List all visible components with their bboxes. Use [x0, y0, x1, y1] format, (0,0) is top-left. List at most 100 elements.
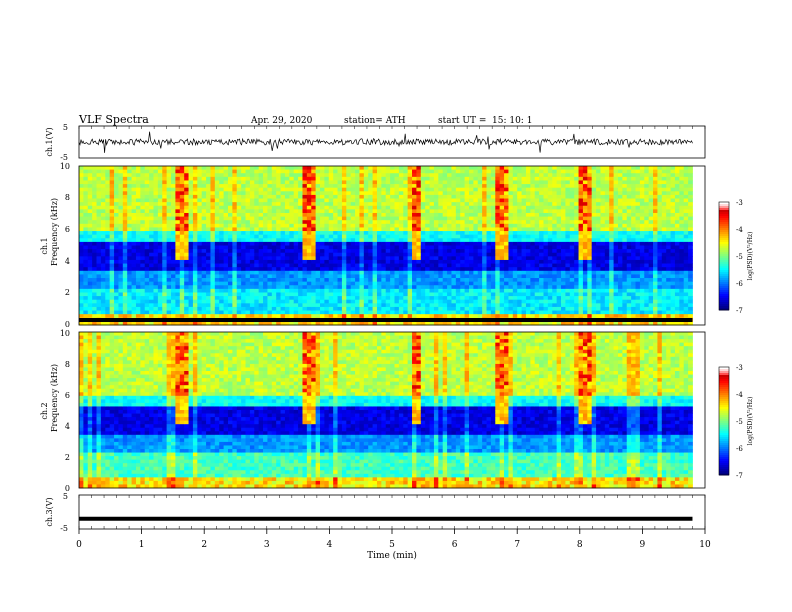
spectrogram-cell — [482, 212, 487, 217]
spectrogram-cell — [486, 187, 492, 192]
spectrogram-cell — [469, 299, 474, 304]
spectrogram-cell — [407, 191, 413, 196]
spectrogram-cell — [289, 267, 295, 272]
spectrogram-cell — [482, 278, 487, 283]
spectrogram-cell — [267, 184, 273, 189]
spectrogram-cell — [131, 166, 137, 171]
spectrogram-cell — [416, 173, 422, 178]
spectrogram-cell — [420, 252, 426, 257]
spectrogram-cell — [320, 194, 325, 199]
spectrogram-cell — [547, 216, 553, 221]
spectrogram-cell — [280, 209, 286, 214]
spectrogram-cell — [517, 296, 522, 301]
spectrogram-cell — [482, 256, 487, 261]
spectrogram-cell — [188, 245, 194, 250]
spectrogram-cell — [122, 267, 128, 272]
spectrogram-cell — [100, 212, 106, 217]
spectrogram-cell — [79, 278, 84, 283]
spectrogram-cell — [324, 194, 330, 199]
spectrogram-cell — [328, 296, 334, 301]
spectrogram-cell — [284, 310, 290, 315]
spectrogram-cell — [455, 310, 461, 315]
spectrogram-cell — [552, 303, 558, 308]
spectrogram-cell — [447, 267, 452, 272]
spectrogram-cell — [482, 281, 487, 286]
spectrogram-cell — [127, 212, 132, 217]
spectrogram-cell — [469, 202, 474, 207]
spectrogram-cell — [464, 263, 470, 268]
spectrogram-cell — [153, 303, 159, 308]
spectrogram-cell — [328, 216, 334, 221]
spectrogram-cell — [368, 173, 373, 178]
spectrogram-cell — [315, 310, 321, 315]
spectrogram-cell — [512, 227, 518, 232]
spectrogram-cell — [438, 231, 444, 236]
spectrogram-cell — [438, 306, 444, 311]
spectrogram-cell — [197, 270, 203, 275]
spectrogram-cell — [236, 274, 242, 279]
spectrogram-cell — [482, 216, 487, 221]
spectrogram-cell — [341, 173, 347, 178]
spectrogram-cell — [192, 180, 198, 185]
spectrogram-cell — [122, 270, 128, 275]
spectrogram-cell — [350, 310, 356, 315]
spectrogram-cell — [429, 216, 435, 221]
spectrogram-cell — [79, 231, 84, 236]
spectrogram-cell — [227, 310, 233, 315]
spectrogram-cell — [227, 245, 233, 250]
spectrogram-cell — [398, 274, 404, 279]
spectrogram-cell — [530, 180, 536, 185]
spectrogram-cell — [368, 278, 373, 283]
spectrogram-cell — [289, 306, 295, 311]
spectrogram-cell — [530, 220, 536, 225]
spectrogram-cell — [144, 245, 150, 250]
spectrogram-cell — [83, 194, 89, 199]
spectrogram-cell — [306, 249, 312, 254]
spectrogram-cell — [188, 202, 194, 207]
spectrogram-cell — [381, 310, 387, 315]
spectrogram-cell — [534, 303, 540, 308]
spectrogram-cell — [464, 267, 470, 272]
spectrogram-cell — [96, 263, 102, 268]
spectrogram-cell — [293, 306, 299, 311]
spectrogram-cell — [127, 223, 132, 228]
spectrogram-cell — [425, 245, 430, 250]
spectrogram-cell — [512, 166, 518, 171]
spectrogram-cell — [96, 259, 102, 264]
spectrogram-cell — [534, 194, 540, 199]
spectrogram-cell — [447, 220, 452, 225]
spectrogram-cell — [140, 252, 146, 257]
spectrogram-cell — [346, 285, 352, 290]
spectrogram-cell — [293, 198, 299, 203]
spectrogram-cell — [258, 288, 264, 293]
spectrogram-cell — [105, 267, 111, 272]
spectrogram-cell — [359, 220, 365, 225]
spectrogram-cell — [495, 205, 501, 210]
spectrogram-cell — [249, 292, 255, 297]
spectrogram-cell — [236, 223, 242, 228]
spectrogram-cell — [490, 191, 496, 196]
spectrogram-cell — [293, 256, 299, 261]
spectrogram-cell — [438, 321, 444, 326]
spectrogram-cell — [298, 212, 303, 217]
spectrogram-cell — [109, 267, 115, 272]
spectrogram-cell — [368, 292, 373, 297]
spectrogram-cell — [122, 173, 128, 178]
spectrogram-cell — [499, 252, 505, 257]
spectrogram-cell — [302, 306, 308, 311]
spectrogram-cell — [350, 198, 356, 203]
spectrogram-cell — [258, 216, 264, 221]
spectrogram-cell — [504, 278, 509, 283]
spectrogram-cell — [543, 184, 549, 189]
spectrogram-cell — [469, 231, 474, 236]
spectrogram-cell — [337, 205, 343, 210]
spectrogram-cell — [175, 267, 181, 272]
spectrogram-cell — [289, 223, 295, 228]
spectrogram-cell — [87, 202, 93, 207]
spectrogram-cell — [486, 202, 492, 207]
spectrogram-cell — [109, 306, 115, 311]
spectrogram-cell — [109, 184, 115, 189]
spectrogram-cell — [175, 223, 181, 228]
spectrogram-cell — [569, 296, 575, 301]
spectrogram-cell — [355, 314, 360, 319]
